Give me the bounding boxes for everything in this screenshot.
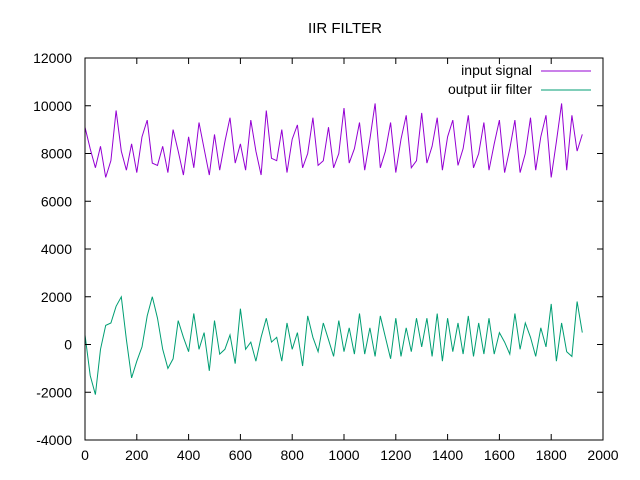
x-tick-label: 0 <box>81 447 89 463</box>
x-tick-label: 1800 <box>536 447 567 463</box>
y-tick-label: 2000 <box>41 289 72 305</box>
legend-label-input-signal: input signal <box>461 62 532 78</box>
series-layer <box>84 103 583 395</box>
y-tick-label: -4000 <box>36 432 72 448</box>
plot-frame <box>84 57 604 441</box>
y-tick-label: 4000 <box>41 241 72 257</box>
x-tick-label: 1000 <box>328 447 359 463</box>
y-tick-label: 0 <box>64 337 72 353</box>
y-tick-label: -2000 <box>36 384 72 400</box>
chart-title: IIR FILTER <box>308 20 382 37</box>
y-tick-label: 12000 <box>33 50 72 66</box>
x-tick-label: 600 <box>229 447 253 463</box>
y-tick-label: 8000 <box>41 146 72 162</box>
x-tick-label: 1200 <box>380 447 411 463</box>
legend-label-output-iir-filter: output iir filter <box>448 81 532 97</box>
legend: input signal output iir filter <box>448 62 591 97</box>
x-tick-label: 200 <box>125 447 149 463</box>
y-tick-label: 6000 <box>41 193 72 209</box>
series-line-input-signal <box>84 103 583 178</box>
x-tick-label: 800 <box>281 447 305 463</box>
y-tick-label: 10000 <box>33 98 72 114</box>
x-tick-label: 1400 <box>432 447 463 463</box>
x-tick-label: 1600 <box>484 447 515 463</box>
axes-layer: 0 200 400 600 800 1000 1200 1400 1600 1800 2000 -40… <box>33 50 619 463</box>
x-tick-label: 2000 <box>587 447 618 463</box>
series-line-output-iir-filter <box>84 295 583 395</box>
x-tick-label: 400 <box>177 447 201 463</box>
